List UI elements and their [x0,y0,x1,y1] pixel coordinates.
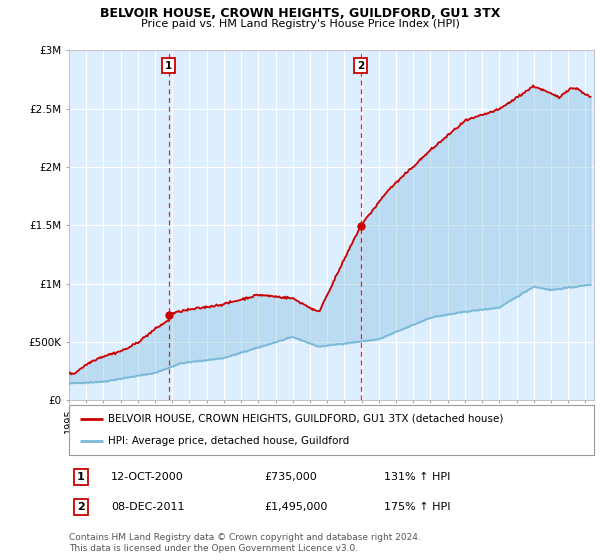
Text: 1: 1 [77,472,85,482]
Text: Price paid vs. HM Land Registry's House Price Index (HPI): Price paid vs. HM Land Registry's House … [140,19,460,29]
Text: HPI: Average price, detached house, Guildford: HPI: Average price, detached house, Guil… [109,436,350,446]
Text: 08-DEC-2011: 08-DEC-2011 [111,502,185,512]
Text: Contains HM Land Registry data © Crown copyright and database right 2024.
This d: Contains HM Land Registry data © Crown c… [69,533,421,553]
Text: BELVOIR HOUSE, CROWN HEIGHTS, GUILDFORD, GU1 3TX (detached house): BELVOIR HOUSE, CROWN HEIGHTS, GUILDFORD,… [109,414,504,424]
Text: 1: 1 [165,60,172,71]
Text: 2: 2 [357,60,364,71]
Text: 12-OCT-2000: 12-OCT-2000 [111,472,184,482]
Text: 131% ↑ HPI: 131% ↑ HPI [384,472,451,482]
Text: £735,000: £735,000 [264,472,317,482]
Text: BELVOIR HOUSE, CROWN HEIGHTS, GUILDFORD, GU1 3TX: BELVOIR HOUSE, CROWN HEIGHTS, GUILDFORD,… [100,7,500,20]
Text: 2: 2 [77,502,85,512]
Text: £1,495,000: £1,495,000 [264,502,328,512]
Text: 175% ↑ HPI: 175% ↑ HPI [384,502,451,512]
